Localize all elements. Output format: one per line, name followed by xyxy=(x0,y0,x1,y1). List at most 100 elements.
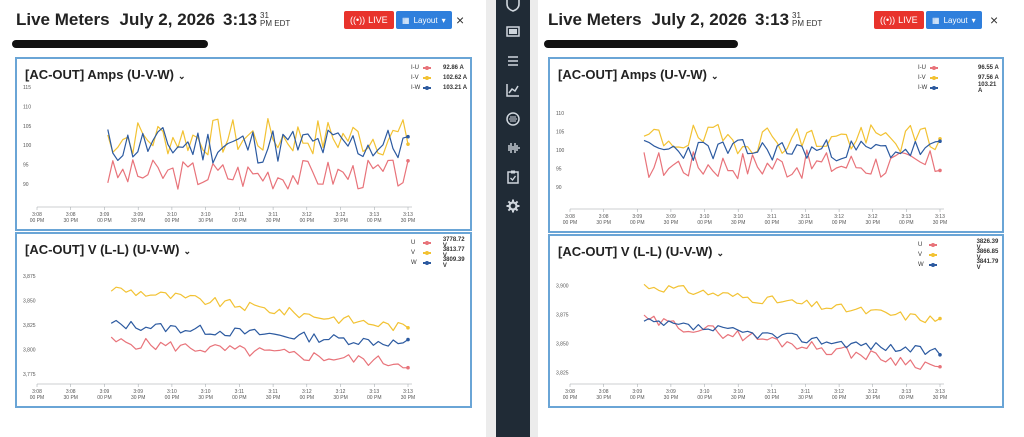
amps-chart-card: 90 95 100 105 110 115 3:08 00 PM 3:08 30 PM 3:09 00… xyxy=(15,57,472,231)
y-tick-label: 105 xyxy=(556,130,565,136)
x-tick-label: 3:10 xyxy=(733,214,743,220)
period-value: PM EDT xyxy=(792,19,823,28)
legend-entry-v: V 3866.85 V xyxy=(918,249,1002,261)
list-icon[interactable] xyxy=(503,51,523,71)
x-tick-label: 3:08 xyxy=(565,214,575,220)
x-tick-label: 3:12 xyxy=(834,389,844,395)
page-title: Live Meters xyxy=(548,10,642,29)
chart-icon[interactable] xyxy=(503,80,523,100)
x-tick-label: 3:10 xyxy=(167,212,177,218)
x-tick-label: 00 PM xyxy=(563,220,577,226)
x-tick-label: 3:13 xyxy=(935,214,945,220)
x-tick-label: 30 PM xyxy=(664,220,678,226)
legend-swatch xyxy=(423,66,431,70)
amps-chart-title-wrap[interactable]: [AC-OUT] Amps (U-V-W) ⌄ xyxy=(558,67,719,82)
series-line-u xyxy=(643,149,941,180)
x-tick-label: 3:11 xyxy=(767,214,777,220)
header-title: Live Meters July 2, 2026 3:13 31 PM EDT xyxy=(16,10,290,30)
x-tick-label: 00 PM xyxy=(367,218,381,224)
legend-value: 3866.85 V xyxy=(976,249,999,261)
meters-panel-right: Live Meters July 2, 2026 3:13 31 PM EDT … xyxy=(538,0,1024,437)
header-time: 3:13 xyxy=(223,10,258,29)
x-tick-label: 3:12 xyxy=(834,214,844,220)
live-button[interactable]: ((•)) LIVE xyxy=(874,11,924,29)
legend-value: 96.55 A xyxy=(978,65,999,71)
series-end-point-u xyxy=(406,365,410,370)
legend-name: V xyxy=(918,252,923,258)
volts-chart-title-wrap[interactable]: [AC-OUT] V (L-L) (U-V-W) ⌄ xyxy=(558,244,724,259)
x-tick-label: 3:13 xyxy=(403,212,413,218)
amps-chart-card: 90 95 100 105 110 3:08 00 PM 3:08 30 PM 3:09 00 PM… xyxy=(548,57,1004,233)
x-tick-label: 00 PM xyxy=(832,220,846,226)
series-line-u xyxy=(107,159,409,190)
x-tick-label: 3:09 xyxy=(666,389,676,395)
header-seconds: 31 PM EDT xyxy=(260,12,290,28)
gauge-icon[interactable] xyxy=(503,109,523,129)
close-button[interactable]: × xyxy=(990,12,999,28)
series-end-point-v xyxy=(938,316,942,321)
seconds-value: 31 xyxy=(792,11,801,20)
legend-value: 103.21 A xyxy=(977,82,997,94)
legend-entry-u: I-U 92.86 A xyxy=(411,63,467,73)
y-tick-label: 3,850 xyxy=(556,341,569,347)
x-tick-label: 3:12 xyxy=(868,214,878,220)
legend-entry-u: I-U 96.55 A xyxy=(918,63,1002,73)
amps-chart-title-wrap[interactable]: [AC-OUT] Amps (U-V-W) ⌄ xyxy=(25,67,186,82)
x-tick-label: 3:08 xyxy=(66,389,76,395)
gear-icon[interactable] xyxy=(503,196,523,216)
x-tick-label: 30 PM xyxy=(798,220,812,226)
x-tick-label: 3:09 xyxy=(133,212,143,218)
x-tick-label: 00 PM xyxy=(300,218,314,224)
layout-button[interactable]: ▦ Layout ▾ xyxy=(396,11,452,29)
x-tick-label: 3:13 xyxy=(935,389,945,395)
header-date: July 2, 2026 xyxy=(651,10,748,29)
x-tick-label: 3:08 xyxy=(599,389,609,395)
x-tick-label: 3:12 xyxy=(868,389,878,395)
legend-entry-w: W 3841.79 V xyxy=(918,259,1002,271)
legend-name: I-W xyxy=(918,85,928,91)
volts-chart-card: 3,775 3,800 3,825 3,850 3,875 3:08 00 PM 3:08 30… xyxy=(15,232,472,408)
x-tick-label: 30 PM xyxy=(866,220,880,226)
x-tick-label: 3:10 xyxy=(201,212,211,218)
x-tick-label: 30 PM xyxy=(731,220,745,226)
volts-chart-card: 3,825 3,850 3,875 3,900 3:08 00 PM 3:08 30 PM 3:… xyxy=(548,234,1004,408)
x-tick-label: 3:10 xyxy=(700,389,710,395)
x-tick-label: 00 PM xyxy=(367,395,381,401)
x-tick-label: 00 PM xyxy=(899,395,913,401)
legend-name: V xyxy=(411,250,416,256)
legend-swatch xyxy=(930,66,938,70)
y-tick-label: 3,775 xyxy=(23,372,36,378)
x-tick-label: 30 PM xyxy=(731,395,745,401)
series-line-v xyxy=(110,286,409,332)
x-tick-label: 30 PM xyxy=(933,220,947,226)
chevron-down-icon: ⌄ xyxy=(183,246,192,256)
legend-value: 3841.79 V xyxy=(976,259,999,271)
header-seconds: 31 PM EDT xyxy=(792,12,822,28)
clipboard-icon[interactable] xyxy=(503,167,523,187)
volts-chart-title-wrap[interactable]: [AC-OUT] V (L-L) (U-V-W) ⌄ xyxy=(25,242,191,257)
meters-panel-left: Live Meters July 2, 2026 3:13 31 PM EDT … xyxy=(0,0,486,437)
close-button[interactable]: × xyxy=(456,12,465,28)
y-tick-label: 3,875 xyxy=(556,312,569,318)
series-end-point-w xyxy=(938,139,942,144)
waveform-icon[interactable] xyxy=(503,138,523,158)
y-tick-label: 3,800 xyxy=(23,348,36,354)
y-tick-label: 95 xyxy=(556,166,562,172)
x-tick-label: 3:11 xyxy=(235,212,245,218)
shield-icon[interactable] xyxy=(503,0,523,14)
x-tick-label: 3:13 xyxy=(403,389,413,395)
layout-button[interactable]: ▦ Layout ▾ xyxy=(926,11,982,29)
chevron-down-icon: ⌄ xyxy=(711,71,719,81)
live-button[interactable]: ((•)) LIVE xyxy=(344,11,394,29)
legend-swatch xyxy=(422,241,431,245)
volts-legend: U 3778.72 V V 3813.77 V W 3809.39 V xyxy=(411,237,470,269)
legend-entry-w: I-W 103.21 A xyxy=(411,83,467,93)
series-line-v xyxy=(107,118,409,156)
y-tick-label: 90 xyxy=(23,182,29,188)
legend-name: I-V xyxy=(411,75,419,81)
monitor-icon[interactable] xyxy=(503,22,523,42)
x-tick-label: 30 PM xyxy=(131,218,145,224)
x-tick-label: 30 PM xyxy=(266,218,280,224)
x-tick-label: 00 PM xyxy=(300,395,314,401)
x-tick-label: 3:08 xyxy=(32,212,42,218)
